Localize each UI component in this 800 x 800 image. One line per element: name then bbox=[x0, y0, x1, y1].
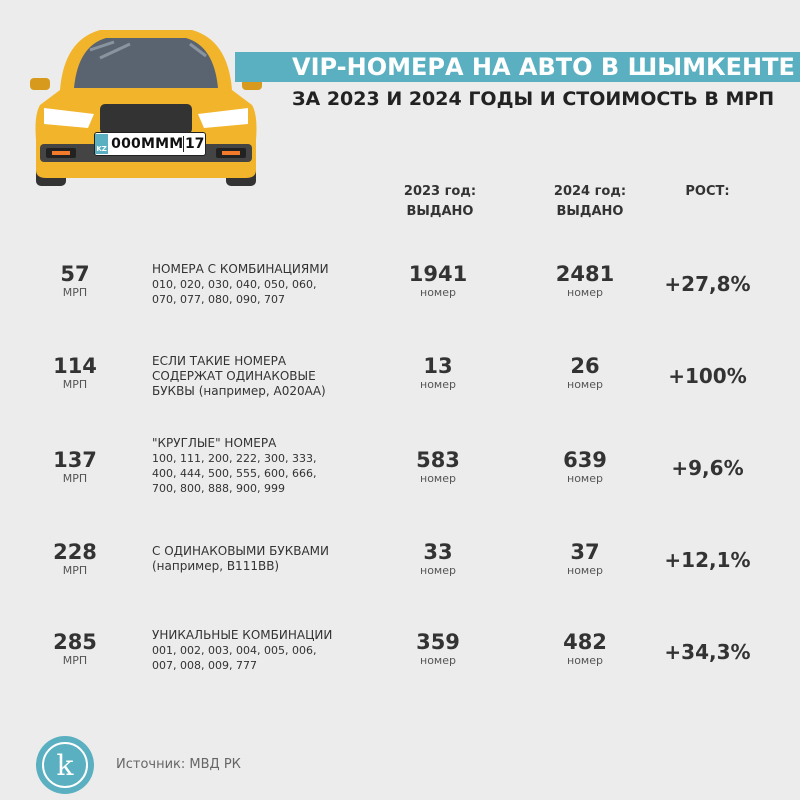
price-value: 228 bbox=[53, 540, 97, 564]
count-2024-value: 37 bbox=[570, 540, 600, 564]
description: НОМЕРА С КОМБИНАЦИЯМИ 010, 020, 030, 040… bbox=[152, 262, 382, 307]
count-2023-value: 583 bbox=[416, 448, 460, 472]
page-subtitle: ЗА 2023 И 2024 ГОДЫ И СТОИМОСТЬ В МРП bbox=[292, 88, 775, 110]
brand-logo-letter: k bbox=[42, 742, 88, 788]
description-line: 700, 800, 888, 900, 999 bbox=[152, 482, 285, 495]
count-2023-unit: номер bbox=[420, 654, 456, 667]
header-2023-year: 2023 год: bbox=[403, 184, 477, 199]
description-line: БУКВЫ (например, А020АА) bbox=[152, 384, 326, 398]
description-line: 001, 002, 003, 004, 005, 006, bbox=[152, 644, 317, 657]
description-title: С ОДИНАКОВЫМИ БУКВАМИ bbox=[152, 544, 329, 558]
count-2023-value: 33 bbox=[423, 540, 453, 564]
license-plate: KZ 000MMM 17 bbox=[94, 132, 206, 156]
brand-logo: k bbox=[36, 736, 94, 794]
count-2023: 359 номер bbox=[398, 630, 478, 668]
description: С ОДИНАКОВЫМИ БУКВАМИ (например, В111ВВ) bbox=[152, 544, 382, 574]
header-2023-issued: ВЫДАНО bbox=[406, 204, 474, 219]
count-2023-unit: номер bbox=[420, 472, 456, 485]
count-2024-unit: номер bbox=[567, 564, 603, 577]
price-value: 114 bbox=[53, 354, 97, 378]
count-2023-value: 13 bbox=[423, 354, 453, 378]
growth-value: +34,3% bbox=[664, 640, 751, 664]
count-2024: 482 номер bbox=[545, 630, 625, 668]
count-2024: 639 номер bbox=[545, 448, 625, 486]
header-2024: 2024 год: ВЫДАНО bbox=[545, 182, 635, 222]
car-illustration bbox=[30, 30, 262, 186]
page-title: VIP-НОМЕРА НА АВТО В ШЫМКЕНТЕ bbox=[292, 53, 795, 81]
price: 114 МРП bbox=[40, 354, 110, 392]
count-2023-value: 1941 bbox=[408, 262, 468, 286]
count-2023-unit: номер bbox=[420, 564, 456, 577]
count-2024-value: 482 bbox=[563, 630, 607, 654]
description-line: 010, 020, 030, 040, 050, 060, bbox=[152, 278, 317, 291]
price-unit: МРП bbox=[62, 378, 88, 391]
description-line: 070, 077, 080, 090, 707 bbox=[152, 293, 285, 306]
count-2023: 583 номер bbox=[398, 448, 478, 486]
description-title: НОМЕРА С КОМБИНАЦИЯМИ bbox=[152, 262, 329, 276]
count-2023-unit: номер bbox=[420, 378, 456, 391]
count-2023: 1941 номер bbox=[398, 262, 478, 300]
growth-value: +12,1% bbox=[664, 548, 751, 572]
count-2024-unit: номер bbox=[567, 654, 603, 667]
count-2024: 2481 номер bbox=[545, 262, 625, 300]
price-unit: МРП bbox=[62, 654, 88, 667]
count-2024: 37 номер bbox=[545, 540, 625, 578]
description-title: "КРУГЛЫЕ" НОМЕРА bbox=[152, 436, 277, 450]
description: "КРУГЛЫЕ" НОМЕРА 100, 111, 200, 222, 300… bbox=[152, 436, 382, 496]
description-line: 400, 444, 500, 555, 600, 666, bbox=[152, 467, 317, 480]
count-2024-unit: номер bbox=[567, 286, 603, 299]
header-2023: 2023 год: ВЫДАНО bbox=[395, 182, 485, 222]
description-line: СОДЕРЖАТ ОДИНАКОВЫЕ bbox=[152, 369, 316, 383]
count-2024-unit: номер bbox=[567, 472, 603, 485]
source-note: Источник: МВД РК bbox=[116, 757, 241, 772]
price-unit: МРП bbox=[62, 564, 88, 577]
price-value: 57 bbox=[60, 262, 90, 286]
price-value: 137 bbox=[53, 448, 97, 472]
count-2023: 33 номер bbox=[398, 540, 478, 578]
growth-value: +100% bbox=[668, 364, 747, 388]
header-2024-year: 2024 год: bbox=[553, 184, 627, 199]
price-value: 285 bbox=[53, 630, 97, 654]
price-unit: МРП bbox=[62, 286, 88, 299]
count-2023-value: 359 bbox=[416, 630, 460, 654]
price: 285 МРП bbox=[40, 630, 110, 668]
plate-country: KZ bbox=[95, 134, 109, 154]
count-2024-value: 639 bbox=[563, 448, 607, 472]
price-unit: МРП bbox=[62, 472, 88, 485]
description-line: 007, 008, 009, 777 bbox=[152, 659, 257, 672]
count-2024-unit: номер bbox=[567, 378, 603, 391]
description-line: 100, 111, 200, 222, 300, 333, bbox=[152, 452, 317, 465]
count-2023-unit: номер bbox=[420, 286, 456, 299]
count-2023: 13 номер bbox=[398, 354, 478, 392]
description: ЕСЛИ ТАКИЕ НОМЕРА СОДЕРЖАТ ОДИНАКОВЫЕ БУ… bbox=[152, 354, 382, 399]
price: 137 МРП bbox=[40, 448, 110, 486]
title-band bbox=[235, 52, 800, 82]
price: 57 МРП bbox=[40, 262, 110, 300]
growth-value: +9,6% bbox=[671, 456, 744, 480]
header-growth: РОСТ: bbox=[685, 184, 730, 199]
count-2024: 26 номер bbox=[545, 354, 625, 392]
plate-number: 000MMM bbox=[111, 136, 184, 152]
description-line: (например, В111ВВ) bbox=[152, 559, 280, 573]
description: УНИКАЛЬНЫЕ КОМБИНАЦИИ 001, 002, 003, 004… bbox=[152, 628, 382, 673]
description-title: УНИКАЛЬНЫЕ КОМБИНАЦИИ bbox=[152, 628, 333, 642]
growth-value: +27,8% bbox=[664, 272, 751, 296]
plate-region: 17 bbox=[183, 136, 205, 152]
count-2024-value: 26 bbox=[570, 354, 600, 378]
count-2024-value: 2481 bbox=[555, 262, 615, 286]
description-title: ЕСЛИ ТАКИЕ НОМЕРА bbox=[152, 354, 287, 368]
header-2024-issued: ВЫДАНО bbox=[556, 204, 624, 219]
price: 228 МРП bbox=[40, 540, 110, 578]
